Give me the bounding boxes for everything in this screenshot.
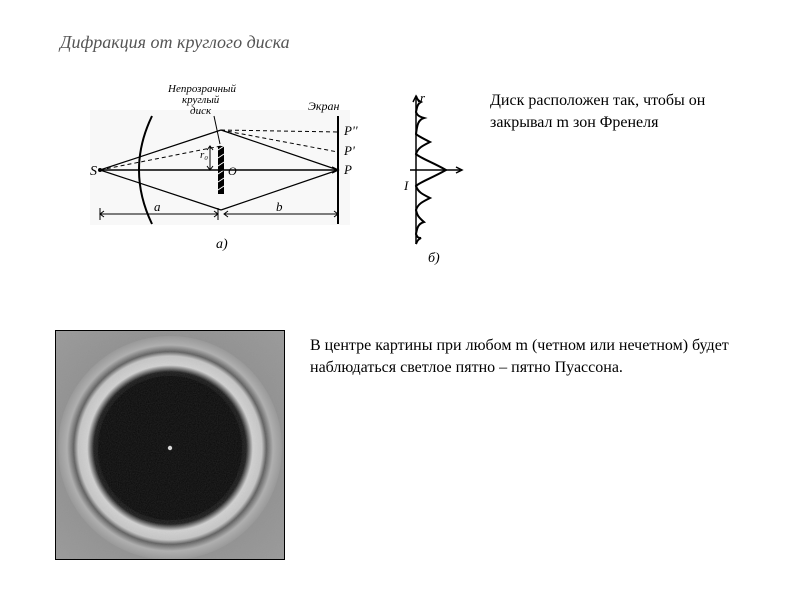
label-dist-b: b [276,199,283,214]
label-p1: P' [343,143,355,158]
label-i-axis: I [403,178,409,193]
label-screen: Экран [308,99,339,113]
sublabel-a: a) [216,237,228,252]
page-title: Дифракция от круглого диска [60,32,290,53]
label-p2: P'' [343,123,358,138]
sublabel-b: б) [428,251,440,265]
diagram-b: r I б) [400,90,470,265]
label-dist-a: a [154,199,161,214]
label-o: O [228,164,237,178]
label-p: P [343,162,352,177]
caption-top-right: Диск расположен так, чтобы он закрывал m… [490,90,770,133]
diagram-a: S O r₀ Экран Непрозрачный круглый диск P… [90,80,370,255]
poisson-photo [55,330,285,560]
label-r0: r₀ [200,149,208,161]
caption-bottom-right: В центре картины при любом m (четном или… [310,335,730,378]
label-s: S [90,164,97,179]
